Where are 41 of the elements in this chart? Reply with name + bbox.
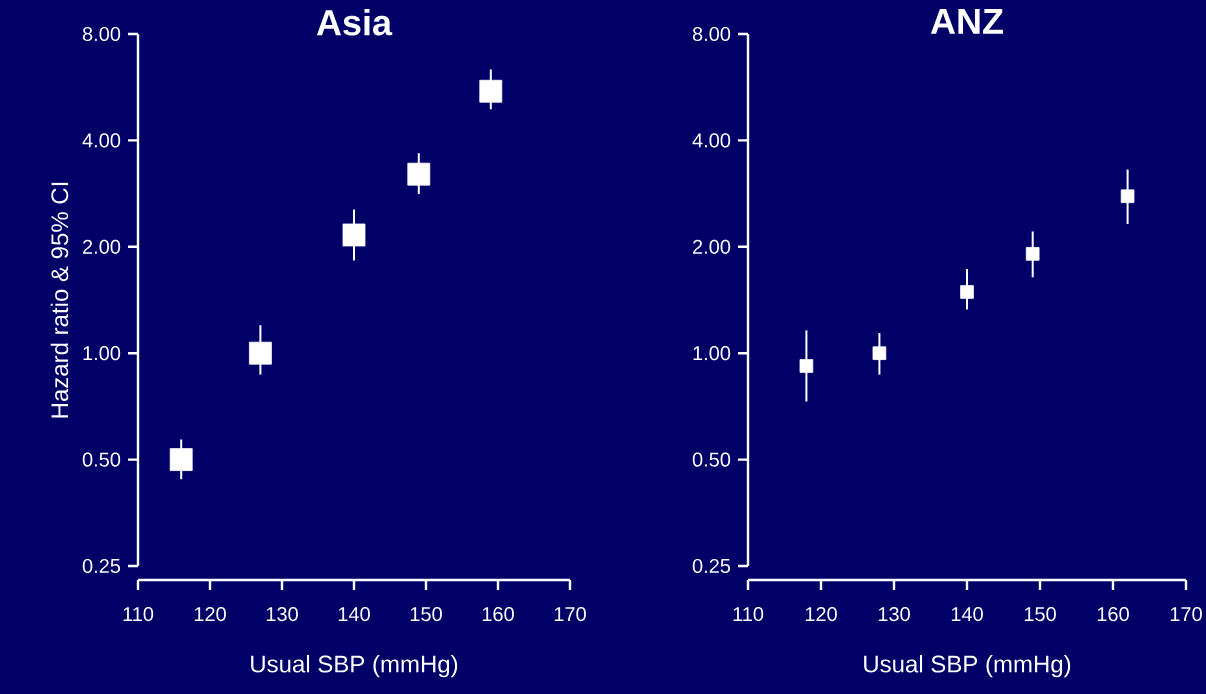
point (249, 341, 272, 365)
point (1025, 247, 1040, 261)
point (479, 79, 503, 103)
y-tick-label: 1.00 (83, 346, 121, 361)
y-tick-label: 1.00 (693, 346, 731, 361)
y-tick-label: 2.00 (693, 239, 731, 254)
x-tick-label: 130 (266, 607, 298, 622)
x-axis-title: Usual SBP (mmHg) (864, 654, 1071, 678)
x-tick-label: 130 (878, 607, 910, 622)
x-tick-label: 110 (123, 607, 154, 622)
y-tick-label: 4.00 (82, 133, 121, 148)
x-tick-label: 140 (338, 607, 370, 622)
x-tick-label: 170 (1170, 607, 1202, 622)
y-tick-label: 4.00 (692, 133, 731, 148)
point (407, 162, 431, 186)
x-tick-label: 160 (482, 607, 514, 622)
point (169, 448, 193, 471)
x-tick-label: 110 (733, 607, 764, 622)
x-tick-label: 150 (1024, 607, 1056, 622)
x-tick-label: 160 (1097, 607, 1129, 622)
point (799, 359, 814, 373)
chart-title: ANZ (930, 9, 1003, 34)
y-axis-title: Hazard ratio & 95% CI (50, 182, 69, 418)
y-tick-label: 2.00 (83, 239, 121, 254)
x-tick-label: 170 (554, 607, 586, 622)
chart-title: Asia (316, 9, 393, 36)
y-tick-label: 0.25 (82, 558, 121, 574)
x-tick-label: 120 (194, 607, 226, 622)
y-tick-label: 0.50 (692, 452, 731, 467)
y-tick-label: 8.00 (82, 26, 121, 42)
y-tick-label: 0.25 (692, 558, 731, 574)
point (960, 285, 974, 299)
x-tick-label: 140 (951, 607, 983, 622)
x-tick-label: 150 (410, 607, 442, 622)
y-tick-label: 0.50 (82, 452, 121, 467)
point (1120, 189, 1135, 204)
y-tick-label: 8.00 (692, 26, 731, 42)
x-tick-label: 120 (805, 607, 837, 622)
point (872, 346, 887, 360)
x-axis-title: Usual SBP (mmHg) (251, 654, 458, 678)
point (342, 223, 366, 247)
